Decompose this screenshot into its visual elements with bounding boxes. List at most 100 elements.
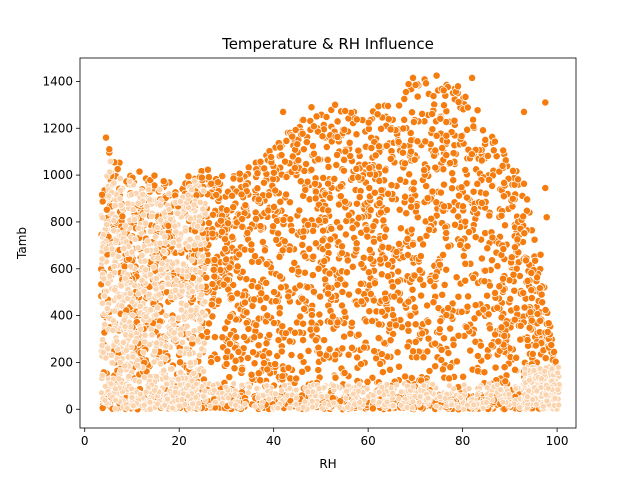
data-point	[106, 168, 114, 176]
data-point	[121, 362, 129, 370]
data-point	[307, 165, 316, 174]
data-point	[142, 266, 150, 274]
data-point	[298, 367, 307, 376]
data-point	[240, 298, 249, 307]
data-point	[454, 82, 462, 91]
data-point	[253, 385, 261, 392]
data-point	[411, 337, 420, 346]
data-point	[543, 328, 552, 336]
data-point	[303, 177, 312, 186]
data-point	[423, 347, 432, 356]
y-tick-label: 800	[50, 215, 73, 229]
data-point	[125, 372, 133, 380]
data-point	[105, 192, 113, 200]
data-point	[276, 143, 285, 152]
data-point	[138, 251, 146, 259]
data-point	[174, 209, 182, 218]
data-point	[469, 187, 478, 196]
data-point	[298, 129, 307, 138]
data-point	[448, 401, 456, 409]
data-point	[481, 189, 490, 198]
data-point	[369, 397, 377, 405]
data-point	[164, 395, 171, 403]
data-point	[274, 336, 283, 345]
data-point	[322, 143, 331, 151]
data-point	[415, 398, 423, 406]
data-point	[374, 334, 383, 343]
data-point	[493, 262, 502, 271]
data-point	[538, 298, 547, 307]
data-point	[364, 268, 373, 277]
data-point	[505, 390, 513, 398]
y-tick-label: 600	[50, 262, 73, 276]
data-point	[275, 309, 284, 318]
data-point	[279, 107, 288, 116]
data-point	[282, 173, 291, 181]
data-point	[352, 164, 361, 173]
data-point	[305, 244, 314, 253]
data-point	[363, 232, 372, 241]
data-point	[140, 401, 148, 409]
data-point	[210, 255, 219, 264]
data-point	[271, 297, 280, 306]
data-point	[151, 233, 159, 241]
data-point	[488, 182, 497, 190]
data-point	[242, 275, 251, 284]
data-point	[312, 112, 321, 121]
data-point	[284, 292, 293, 301]
data-point	[314, 155, 323, 164]
data-point	[128, 248, 136, 256]
data-point	[221, 324, 230, 333]
data-point	[354, 173, 363, 182]
data-point	[318, 393, 326, 400]
data-point	[430, 282, 439, 291]
data-point	[470, 401, 478, 409]
data-point	[156, 186, 164, 194]
data-point	[196, 324, 204, 333]
data-point	[233, 262, 242, 271]
data-point	[485, 211, 494, 220]
data-point	[241, 201, 250, 210]
data-point	[298, 294, 307, 303]
data-point	[498, 161, 507, 170]
data-point	[301, 252, 309, 261]
data-point	[308, 271, 317, 280]
data-point	[108, 245, 116, 253]
data-point	[336, 403, 344, 411]
data-point	[554, 386, 562, 394]
data-point	[432, 402, 440, 410]
data-point	[176, 358, 185, 367]
data-point	[461, 276, 470, 285]
data-point	[159, 247, 168, 255]
data-point	[279, 215, 288, 224]
data-point	[112, 236, 120, 244]
data-point	[364, 118, 373, 127]
data-point	[276, 197, 285, 206]
data-point	[409, 185, 418, 194]
data-point	[309, 252, 318, 261]
data-point	[488, 256, 496, 265]
data-point	[444, 242, 453, 251]
data-point	[204, 173, 213, 182]
data-point	[141, 219, 150, 227]
data-point	[126, 289, 134, 297]
data-point	[205, 319, 213, 328]
data-point	[340, 125, 349, 134]
data-point	[98, 214, 107, 222]
data-point	[424, 394, 432, 402]
data-point	[330, 399, 338, 407]
data-point	[263, 365, 272, 374]
data-point	[210, 333, 219, 342]
data-point	[401, 372, 410, 381]
data-point	[538, 375, 545, 382]
data-point	[403, 342, 412, 351]
data-point	[481, 135, 490, 144]
data-point	[254, 257, 263, 266]
data-point	[520, 229, 529, 238]
data-point	[116, 195, 124, 203]
data-point	[308, 397, 316, 405]
data-point	[432, 198, 441, 207]
data-point	[440, 202, 449, 211]
data-point	[340, 332, 349, 341]
